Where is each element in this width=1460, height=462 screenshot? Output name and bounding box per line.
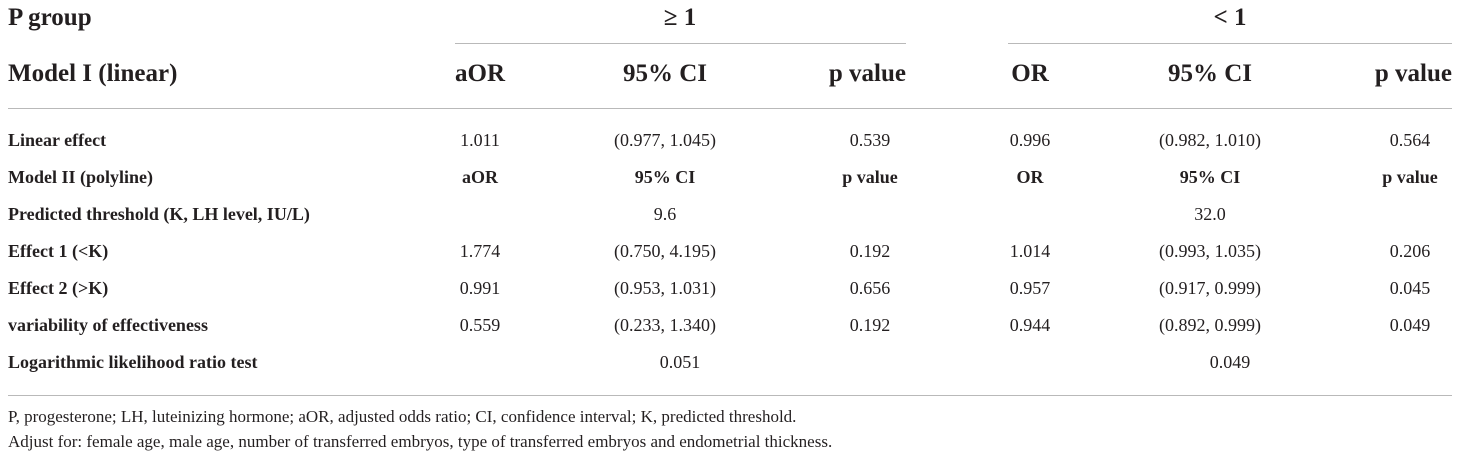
cell-ge-or: 0.559 — [459, 315, 501, 335]
footer-rule — [8, 395, 1452, 396]
group-lt-rule — [1008, 43, 1452, 44]
cell-lt-ci: 32.0 — [1194, 204, 1226, 224]
cell-ge-p: 0.539 — [849, 130, 891, 150]
cell-lt-or: 0.944 — [1009, 315, 1051, 335]
cell-lt-or: OR — [1016, 167, 1044, 187]
cell-lt-ci: (0.917, 0.999) — [1159, 278, 1261, 298]
cell-lt-ci: 0.049 — [1209, 352, 1251, 372]
row-label: Logarithmic likelihood ratio test — [8, 352, 258, 372]
cell-ge-ci: (0.977, 1.045) — [614, 130, 716, 150]
cell-ge-or: 1.774 — [459, 241, 501, 261]
cell-lt-ci: 95% CI — [1179, 167, 1241, 187]
header-lt-pvalue: p value — [1374, 60, 1452, 87]
cell-ge-ci: 9.6 — [653, 204, 677, 224]
cell-ge-or: 1.011 — [460, 130, 500, 150]
cell-ge-or: aOR — [462, 167, 498, 187]
cell-ge-ci: 0.051 — [659, 352, 701, 372]
footnote-abbreviations: P, progesterone; LH, luteinizing hormone… — [8, 407, 797, 426]
cell-lt-or: 0.996 — [1009, 130, 1051, 150]
cell-lt-ci: (0.993, 1.035) — [1159, 241, 1261, 261]
model1-label: Model I (linear) — [8, 60, 178, 87]
cell-ge-ci: (0.750, 4.195) — [614, 241, 716, 261]
group-label: P group — [8, 4, 92, 31]
footnote-adjustment: Adjust for: female age, male age, number… — [8, 432, 833, 451]
cell-ge-p: 0.656 — [849, 278, 891, 298]
cell-ge-p: 0.192 — [849, 241, 891, 261]
row-label: variability of effectiveness — [8, 315, 208, 335]
cell-lt-ci: (0.892, 0.999) — [1159, 315, 1261, 335]
header-lt-or: OR — [1011, 60, 1049, 87]
cell-lt-p: p value — [1382, 167, 1438, 187]
row-label: Model II (polyline) — [8, 167, 154, 187]
cell-lt-or: 1.014 — [1009, 241, 1051, 261]
cell-lt-p: 0.564 — [1389, 130, 1431, 150]
group-ge-header: ≥ 1 — [663, 4, 697, 31]
cell-lt-or: 0.957 — [1009, 278, 1051, 298]
header-ge-ci: 95% CI — [622, 60, 708, 87]
row-label: Linear effect — [8, 130, 107, 150]
row-label: Effect 2 (>K) — [8, 278, 109, 298]
header-lt-ci: 95% CI — [1167, 60, 1253, 87]
cell-ge-or: 0.991 — [459, 278, 501, 298]
cell-ge-p: p value — [842, 167, 898, 187]
header-ge-aor: aOR — [455, 60, 505, 87]
cell-ge-ci: (0.953, 1.031) — [614, 278, 716, 298]
cell-lt-p: 0.206 — [1389, 241, 1431, 261]
header-rule — [8, 108, 1452, 109]
row-label: Predicted threshold (K, LH level, IU/L) — [8, 204, 310, 224]
cell-lt-ci: (0.982, 1.010) — [1159, 130, 1261, 150]
group-ge-rule — [455, 43, 906, 44]
cell-ge-p: 0.192 — [849, 315, 891, 335]
group-lt-header: < 1 — [1213, 4, 1247, 31]
cell-ge-ci: 95% CI — [634, 167, 696, 187]
row-label: Effect 1 (<K) — [8, 241, 109, 261]
header-ge-pvalue: p value — [828, 60, 906, 87]
cell-ge-ci: (0.233, 1.340) — [614, 315, 716, 335]
cell-lt-p: 0.045 — [1389, 278, 1431, 298]
cell-lt-p: 0.049 — [1389, 315, 1431, 335]
